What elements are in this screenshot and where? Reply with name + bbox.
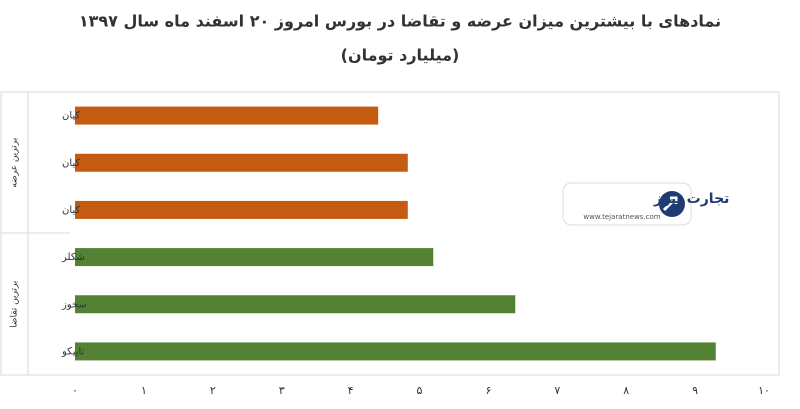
- x-tick-label: ۸: [623, 384, 629, 397]
- x-tick-label: ۹: [692, 384, 698, 397]
- group-label: برترین عرضه: [10, 138, 20, 188]
- x-tick-label: ۵: [417, 384, 423, 397]
- x-tick-label: ۲: [210, 384, 216, 397]
- bar: [75, 200, 408, 219]
- x-tick-label: ۰: [72, 384, 78, 397]
- bar: [75, 153, 408, 172]
- y-tick-label: سخوز: [61, 299, 87, 310]
- y-tick-label: کیان: [62, 111, 80, 122]
- group-label: برترین تقاضا: [10, 281, 20, 328]
- watermark-name: تجارت نیوز: [653, 191, 729, 207]
- bar: [75, 106, 379, 125]
- x-tick-label: ۳: [279, 384, 285, 397]
- watermark-box: [562, 182, 692, 226]
- y-tick-label: کیان: [62, 205, 80, 216]
- bar: [75, 248, 434, 267]
- watermark-url: www.tejaratnews.com: [583, 213, 660, 221]
- bar: [75, 295, 516, 314]
- x-tick-label: ۴: [348, 384, 354, 397]
- watermark: تجارت نیوز www.tejaratnews.com: [562, 182, 729, 226]
- y-tick-label: شکلر: [61, 252, 85, 263]
- chart-subtitle: (میلیارد تومان): [341, 46, 460, 65]
- y-tick-label: تاپیکو: [61, 346, 85, 357]
- x-tick-label: ۱۰: [758, 384, 770, 397]
- x-tick-label: ۶: [485, 384, 491, 397]
- y-tick-label: کیان: [62, 158, 80, 169]
- bar: [75, 342, 716, 361]
- x-tick-label: ۷: [554, 384, 560, 397]
- chart-title: نمادهای با بیشترین میزان عرضه و تقاضا در…: [79, 12, 721, 31]
- x-tick-label: ۱: [141, 384, 147, 397]
- watermark-icon-arrow: [662, 196, 678, 212]
